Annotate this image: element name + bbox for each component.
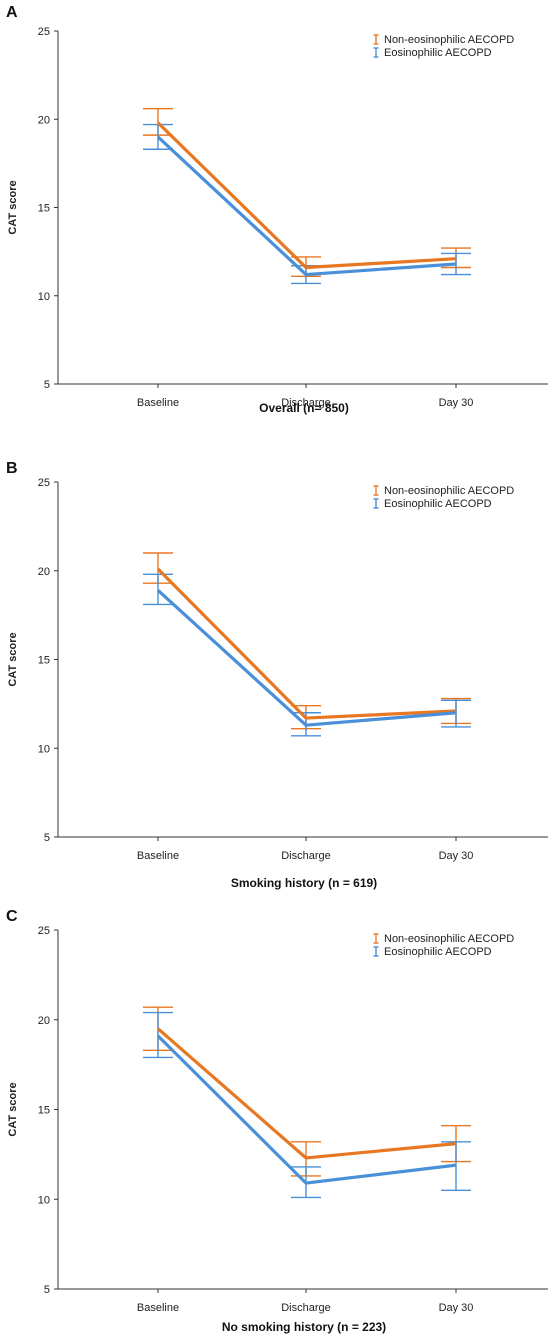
line-non-eosinophilic	[156, 1027, 457, 1160]
y-axis-label: CAT score	[7, 632, 19, 686]
y-axis-label: CAT score	[7, 1082, 19, 1136]
chart-panel-c: C 5 10 15 20 25 Baseline Discharge Day 30 CAT sco…	[6, 908, 548, 1334]
y-tick-label: 5	[44, 1284, 50, 1296]
y-tick-label: 10	[38, 291, 50, 303]
legend-marker-icon	[373, 47, 379, 58]
x-tick-label: Baseline	[137, 850, 179, 862]
y-tick-label: 25	[38, 477, 50, 489]
legend-marker-icon	[373, 933, 379, 944]
y-tick-label: 15	[38, 655, 50, 667]
y-tick-label: 5	[44, 379, 50, 391]
y-tick-label: 20	[38, 114, 50, 126]
series-non-eosinophilic	[143, 1006, 471, 1177]
x-tick-label: Baseline	[137, 1302, 179, 1314]
line-non-eosinophilic	[156, 567, 457, 720]
legend-marker-icon	[373, 34, 379, 45]
legend-label: Eosinophilic AECOPD	[384, 47, 492, 59]
y-tick-label: 20	[38, 1015, 50, 1027]
legend-label: Non-eosinophilic AECOPD	[384, 933, 514, 945]
legend-marker-icon	[373, 498, 379, 509]
y-tick-label: 5	[44, 832, 50, 844]
legend-label: Eosinophilic AECOPD	[384, 498, 492, 510]
chart-caption: Smoking history (n = 619)	[231, 876, 377, 890]
y-tick-label: 15	[38, 1105, 50, 1117]
x-tick-label: Day 30	[439, 1302, 474, 1314]
panel-letter: A	[6, 4, 18, 21]
x-tick-label: Baseline	[137, 397, 179, 409]
legend-label: Eosinophilic AECOPD	[384, 946, 492, 958]
panel-letter: B	[6, 460, 18, 477]
line-non-eosinophilic	[156, 121, 457, 270]
y-axis-label: CAT score	[7, 180, 19, 234]
chart-caption: No smoking history (n = 223)	[222, 1320, 386, 1334]
legend-marker-icon	[373, 485, 379, 496]
x-tick-label: Discharge	[281, 850, 331, 862]
chart-caption: Overall (n= 850)	[259, 401, 349, 415]
line-eosinophilic	[156, 589, 457, 727]
y-tick-label: 20	[38, 566, 50, 578]
panel-letter: C	[6, 908, 18, 925]
legend-marker-icon	[373, 946, 379, 957]
y-tick-label: 10	[38, 743, 50, 755]
x-tick-label: Discharge	[281, 1302, 331, 1314]
legend-label: Non-eosinophilic AECOPD	[384, 34, 514, 46]
y-tick-label: 10	[38, 1194, 50, 1206]
x-tick-label: Day 30	[439, 397, 474, 409]
series-non-eosinophilic	[143, 552, 471, 730]
y-tick-label: 15	[38, 203, 50, 215]
line-eosinophilic	[156, 1034, 457, 1185]
y-tick-label: 25	[38, 26, 50, 38]
y-tick-label: 25	[38, 925, 50, 937]
chart-panel-b: B 5 10 15 20 25 Baseline Discharge Day 30 CAT sco…	[6, 460, 548, 890]
series-non-eosinophilic	[143, 107, 471, 278]
legend-label: Non-eosinophilic AECOPD	[384, 485, 514, 497]
x-tick-label: Day 30	[439, 850, 474, 862]
chart-panel-a: A 5 10 15 20 25 Baseline Discharge Day 30 CAT sco…	[6, 4, 548, 415]
line-eosinophilic	[156, 135, 457, 277]
x-tick-label: Discharge	[281, 397, 331, 409]
